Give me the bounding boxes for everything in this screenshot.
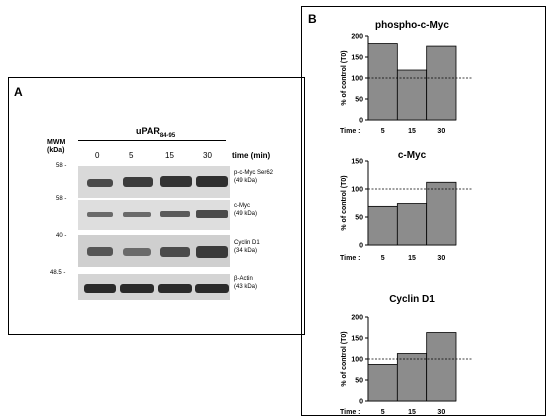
y-axis-label-cyclin-d1: % of control (T0) xyxy=(341,331,348,386)
blot-marker-cmyc: 58 - xyxy=(56,196,67,202)
y-tick-label-cyclin-d1-100: 100 xyxy=(351,357,363,364)
blot-size-cmyc: (49 kDa) xyxy=(234,211,258,217)
chart-cyclin-d1: Cyclin D1 0 50 100 150 200 % of control (T0) 5 1… xyxy=(340,294,473,416)
bar-cyclin-d1-5 xyxy=(367,364,398,402)
x-tick-label-c-myc-15: 15 xyxy=(408,255,416,262)
treatment-header-sub: 84-95 xyxy=(159,132,176,139)
band-actin-15 xyxy=(158,284,192,293)
y-tick-label-cyclin-d1-150: 150 xyxy=(351,336,363,343)
blot-size-cyclind1: (34 kDa) xyxy=(234,248,258,254)
y-tick-label-c-myc-0: 0 xyxy=(359,243,363,250)
band-actin-0 xyxy=(84,284,116,293)
blot-size-actin: (43 kDa) xyxy=(234,284,258,290)
band-pcmyc-30 xyxy=(196,176,228,187)
x-axis-label-cyclin-d1: Time : xyxy=(340,409,361,416)
bar-c-myc-5 xyxy=(367,205,398,246)
kda-label: (kDa) xyxy=(47,147,65,154)
y-tick-label-cyclin-d1-50: 50 xyxy=(355,378,363,385)
x-tick-label-phospho-c-myc-5: 5 xyxy=(381,128,385,135)
bar-phospho-c-myc-15 xyxy=(396,69,428,121)
band-actin-30 xyxy=(195,284,229,293)
timepoint-label-15: 15 xyxy=(165,151,174,160)
mwm-label: MWM xyxy=(47,139,66,146)
blot-marker-actin: 48.5 - xyxy=(50,270,66,276)
x-tick-label-cyclin-d1-15: 15 xyxy=(408,409,416,416)
treatment-header: uPAR84-95 xyxy=(136,126,175,139)
bar-c-myc-15 xyxy=(396,203,428,246)
y-axis-label-c-myc: % of control (T0) xyxy=(341,175,348,230)
blot-image-actin xyxy=(78,274,230,300)
chart-title-c-myc: c-Myc xyxy=(398,150,427,161)
y-tick-label-c-myc-50: 50 xyxy=(355,215,363,222)
x-axis-label-c-myc: Time : xyxy=(340,255,361,262)
y-tick-label-c-myc-100: 100 xyxy=(351,187,363,194)
bar-phospho-c-myc-30 xyxy=(426,45,457,121)
blot-name-actin: β-Actin xyxy=(234,276,253,282)
panel-a-letter: A xyxy=(14,85,23,99)
blot-marker-cyclind1: 40 - xyxy=(56,233,67,239)
bar-cyclin-d1-15 xyxy=(396,353,428,402)
chart-title-cyclin-d1: Cyclin D1 xyxy=(389,294,435,305)
x-tick-label-cyclin-d1-30: 30 xyxy=(437,409,445,416)
x-tick-label-cyclin-d1-5: 5 xyxy=(381,409,385,416)
band-pcmyc-0 xyxy=(87,179,113,187)
treatment-header-main: uPAR xyxy=(136,126,160,136)
chart-c-myc: c-Myc 0 50 100 150 % of control (T0) 5 15 30 Time… xyxy=(340,150,473,262)
y-tick-label-phospho-c-myc-150: 150 xyxy=(351,55,363,62)
y-tick-label-phospho-c-myc-50: 50 xyxy=(355,97,363,104)
band-cmyc-5 xyxy=(123,212,151,217)
y-tick-label-phospho-c-myc-100: 100 xyxy=(351,76,363,83)
blot-name-cmyc: c-Myc xyxy=(234,203,250,209)
y-tick-label-cyclin-d1-0: 0 xyxy=(359,399,363,406)
bar-phospho-c-myc-5 xyxy=(367,43,398,121)
y-axis-label-phospho-c-myc: % of control (T0) xyxy=(341,50,348,105)
blot-image-pcmyc xyxy=(78,166,230,198)
timepoint-label-30: 30 xyxy=(203,151,212,160)
chart-phospho-c-myc: phospho-c-Myc 0 50 100 150 200 % of control (T… xyxy=(340,20,473,135)
band-actin-5 xyxy=(120,284,154,293)
timepoint-label-0: 0 xyxy=(95,151,100,160)
band-pcmyc-5 xyxy=(123,177,153,187)
treatment-header-line xyxy=(78,140,226,141)
band-cyclind1-5 xyxy=(123,248,151,256)
panel-b: B xyxy=(301,6,546,416)
blot-image-cyclind1 xyxy=(78,235,230,267)
band-cyclind1-0 xyxy=(87,247,113,256)
x-tick-label-phospho-c-myc-15: 15 xyxy=(408,128,416,135)
y-tick-label-phospho-c-myc-200: 200 xyxy=(351,34,363,41)
y-tick-label-c-myc-150: 150 xyxy=(351,159,363,166)
band-cyclind1-15 xyxy=(160,247,190,257)
blot-size-pcmyc: (49 kDa) xyxy=(234,178,258,184)
blot-marker-pcmyc: 58 - xyxy=(56,163,67,169)
y-tick-label-phospho-c-myc-0: 0 xyxy=(359,118,363,125)
band-cmyc-30 xyxy=(196,210,228,218)
panel-a: A xyxy=(8,77,305,335)
timepoint-label-5: 5 xyxy=(129,151,134,160)
chart-title-phospho-c-myc: phospho-c-Myc xyxy=(375,20,449,31)
blot-name-pcmyc: p-c-Myc Ser62 xyxy=(234,170,274,176)
x-tick-label-c-myc-30: 30 xyxy=(437,255,445,262)
blot-image-cmyc xyxy=(78,200,230,230)
x-tick-label-c-myc-5: 5 xyxy=(381,255,385,262)
panel-b-letter: B xyxy=(308,12,317,26)
bar-c-myc-30 xyxy=(426,181,457,246)
band-cmyc-0 xyxy=(87,212,113,217)
bar-cyclin-d1-30 xyxy=(426,332,457,402)
blot-name-cyclind1: Cyclin D1 xyxy=(234,240,260,246)
band-cyclind1-30 xyxy=(196,246,228,258)
y-tick-label-cyclin-d1-200: 200 xyxy=(351,315,363,322)
band-pcmyc-15 xyxy=(160,176,192,187)
x-axis-label-phospho-c-myc: Time : xyxy=(340,128,361,135)
band-cmyc-15 xyxy=(160,211,190,217)
x-tick-label-phospho-c-myc-30: 30 xyxy=(437,128,445,135)
time-unit-label: time (min) xyxy=(232,151,271,160)
